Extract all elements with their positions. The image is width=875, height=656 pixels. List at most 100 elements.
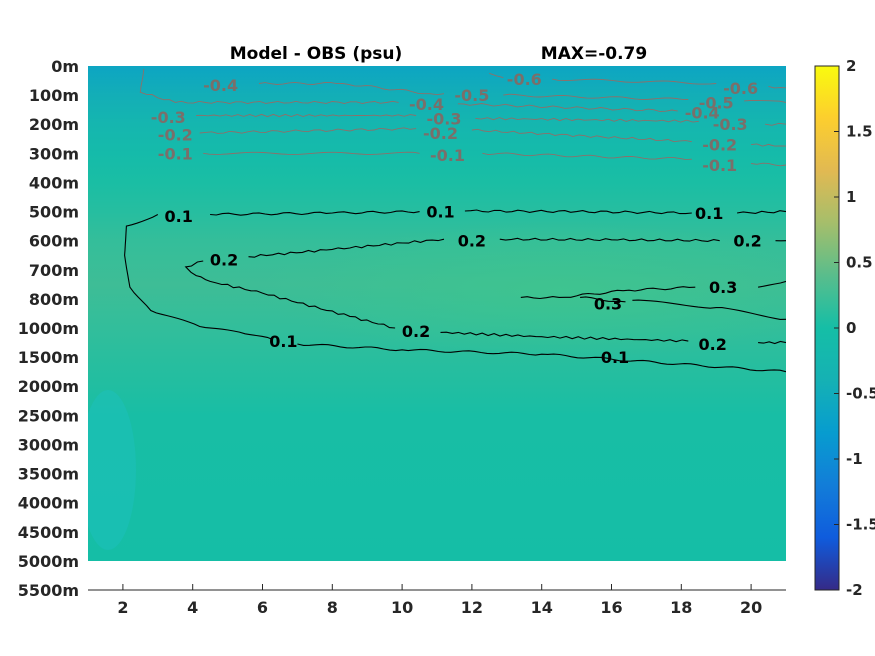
x-tick-label: 14 [531,598,553,617]
contour-line [744,100,786,103]
y-tick-label: 1500m [18,348,79,367]
colorbar-tick-label: 1.5 [846,123,873,141]
x-tick-label: 16 [600,598,622,617]
y-tick-label: 0m [51,57,79,76]
contour-line [184,260,396,329]
contour-line [765,122,786,126]
x-tick-label: 18 [670,598,692,617]
contour-label: -0.2 [158,125,193,144]
colorbar-tick-label: 0.5 [846,254,873,272]
y-tick-label: 400m [29,173,79,192]
chart-title: Model - OBS (psu) [230,44,403,64]
y-tick-label: 3500m [18,465,79,484]
x-tick-label: 20 [740,598,762,617]
contour-line [457,103,678,112]
y-tick-label: 2000m [18,377,79,396]
contour-label: 0.3 [594,294,622,313]
colorbar-ticks: 2 1.5 1 0.5 0 -0.5 -1 -1.5 -2 [834,57,875,599]
y-tick-label: 500m [29,203,79,222]
contour-label: -0.3 [151,108,186,127]
contour-label: 0.2 [458,232,486,251]
x-tick-label: 10 [391,598,413,617]
contour-line [203,151,420,155]
x-tick-label: 8 [327,598,338,617]
contour-line [297,343,786,373]
contour-lines [124,68,786,373]
colorbar-tick-label: -1.5 [846,516,875,534]
contour-label: -0.4 [685,104,720,123]
colorbar-tick-label: -1 [846,450,863,468]
west-boundary-shade [88,390,136,550]
y-tick-label: 5000m [18,552,79,571]
colorbar-tick-label: 1 [846,188,856,206]
contour-line [632,299,786,320]
y-tick-label: 200m [29,115,79,134]
contour-label: -0.1 [702,156,737,175]
contour-label: -0.3 [427,109,462,128]
y-tick-label: 5500m [18,581,79,600]
contour-line [489,72,504,79]
colorbar-tick-label: 0 [846,319,856,337]
contour-label: -0.4 [203,76,238,95]
contour-line [520,286,696,300]
x-tick-label: 12 [461,598,483,617]
contour-line [475,117,699,123]
contour-line [580,296,626,303]
contour-label: -0.5 [699,93,734,112]
contour-line [124,214,274,341]
contour-label: 0.2 [210,251,238,270]
y-tick-label: 700m [29,261,79,280]
contour-line [758,340,786,345]
contour-line [751,143,786,147]
contour-line [464,209,692,215]
y-axis-ticks: 0m 100m 200m 300m 400m 500m 600m 700m 800m 1000m 1… [18,57,79,600]
contour-line [482,152,692,161]
y-tick-label: 4500m [18,523,79,542]
contour-label: 0.1 [695,204,723,223]
contour-label: -0.6 [507,70,542,89]
contour-line [199,127,417,134]
colorbar-tick-label: -2 [846,581,863,599]
contour-line [139,68,399,104]
salinity-core-glow [260,220,786,360]
contour-line [258,81,445,96]
y-tick-label: 1000m [18,319,79,338]
x-tick-label: 4 [187,598,198,617]
contour-line [248,238,445,258]
contour-line [499,237,720,242]
contour-line [758,280,786,288]
contour-label: -0.1 [158,144,193,163]
contour-line [552,78,717,85]
contour-label: 0.2 [733,232,761,251]
contour-label: -0.6 [723,79,758,98]
contour-label: 0.1 [165,207,193,226]
contour-label: 0.2 [402,322,430,341]
y-tick-label: 600m [29,232,79,251]
contour-label: 0.1 [426,203,454,222]
colorbar: 2 1.5 1 0.5 0 -0.5 -1 -1.5 -2 [814,57,875,599]
contour-line [503,93,689,100]
x-tick-label: 6 [257,598,268,617]
y-tick-label: 800m [29,290,79,309]
colorbar-tick-label: -0.5 [846,385,875,403]
contour-line [737,210,786,214]
y-tick-label: 100m [29,86,79,105]
contour-label: -0.5 [454,86,489,105]
y-tick-label: 3000m [18,435,79,454]
contour-labels: -0.4 -0.6 -0.6-0.4 -0.5 -0.5-0.3 -0.3 -0.4-0.3… [151,70,762,367]
colorbar-tick-label: 2 [846,57,856,75]
contour-label: -0.4 [409,95,444,114]
y-tick-label: 4000m [18,494,79,513]
x-tick-label: 2 [117,598,128,617]
contour-line [768,85,786,89]
x-axis-ticks: 2 4 6 8 10 12 14 16 18 20 [117,584,762,617]
y-tick-label: 2500m [18,406,79,425]
chart-subtitle-max: MAX=-0.79 [541,44,647,64]
contour-label: -0.2 [423,124,458,143]
heatmap-layer [88,66,786,561]
contour-label: -0.2 [702,136,737,155]
contour-label: -0.3 [713,115,748,134]
contour-line [196,113,417,118]
contour-line [210,210,420,216]
